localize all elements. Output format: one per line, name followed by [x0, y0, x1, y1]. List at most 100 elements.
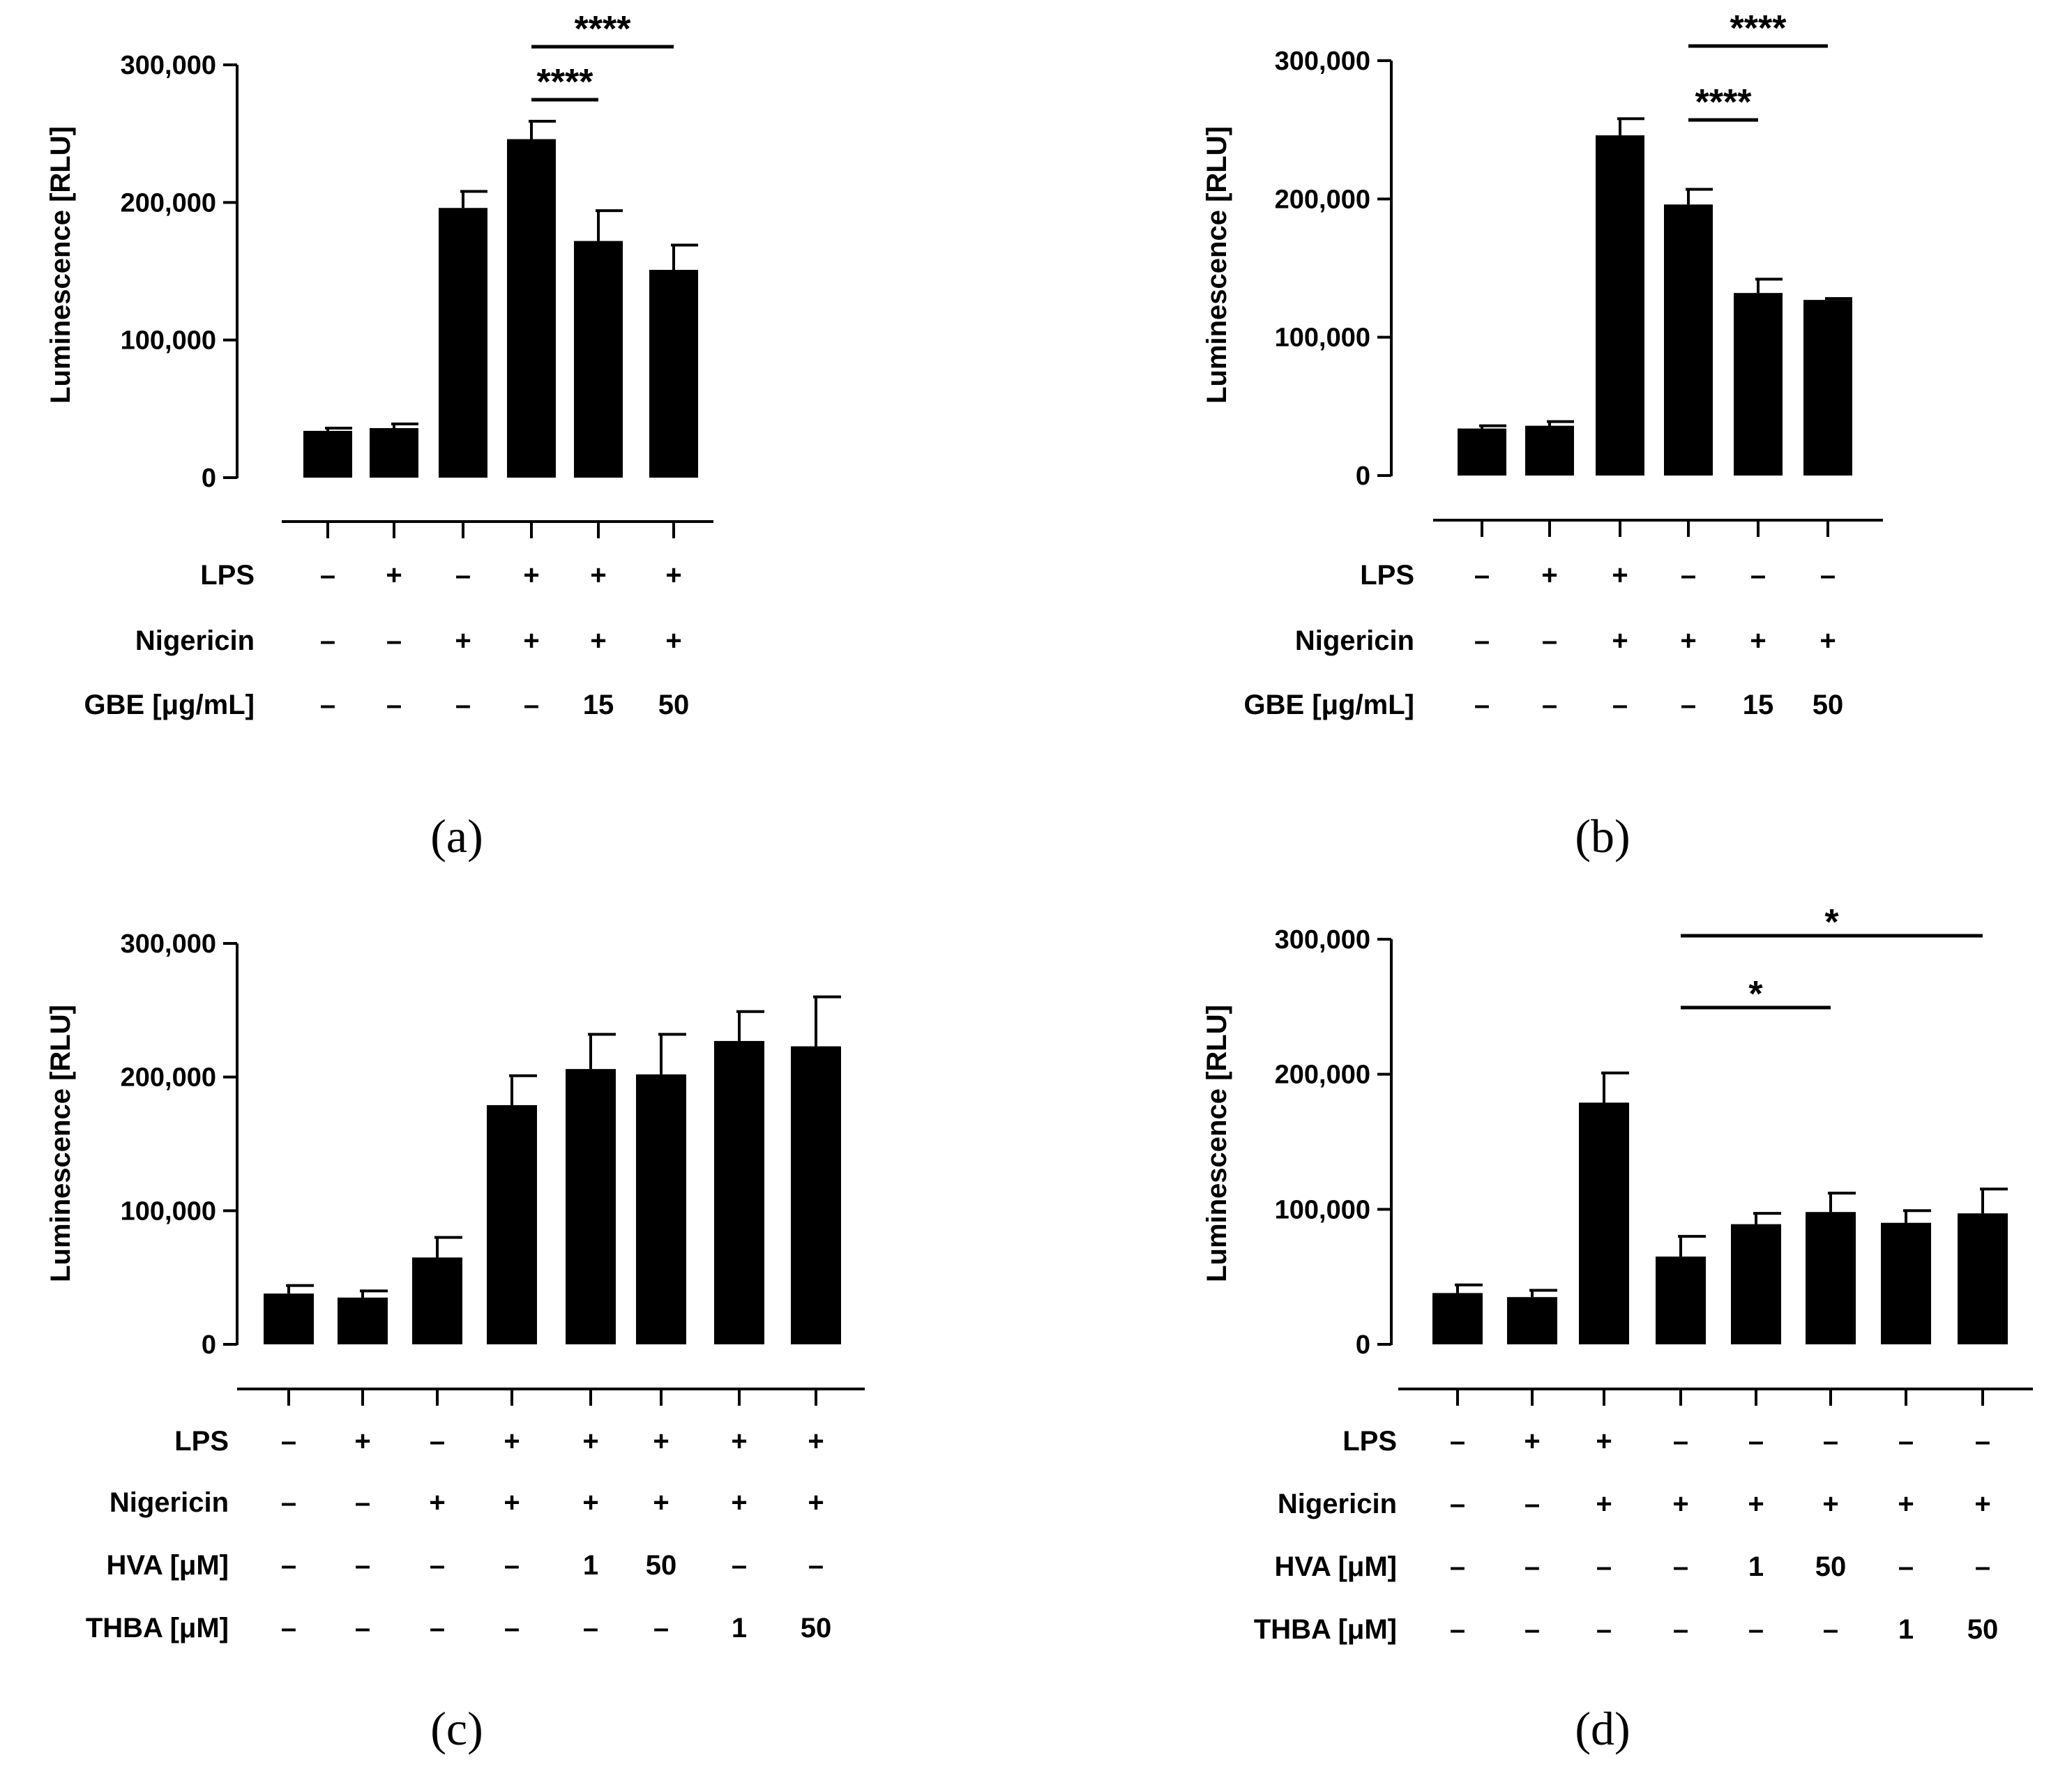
condition-value: +	[504, 1426, 520, 1457]
condition-value: 50	[1967, 1614, 1999, 1645]
condition-value: +	[653, 1426, 669, 1457]
condition-value: +	[1612, 625, 1628, 656]
bar	[714, 1040, 764, 1344]
condition-value: +	[590, 625, 606, 656]
condition-value: –	[430, 1426, 445, 1457]
condition-value: –	[1820, 560, 1836, 591]
condition-value: –	[1898, 1551, 1914, 1582]
condition-value: –	[430, 1550, 445, 1581]
condition-value: –	[320, 690, 335, 720]
condition-value: +	[1541, 560, 1557, 591]
condition-value: –	[386, 690, 402, 720]
y-tick-label: 100,000	[121, 1197, 216, 1226]
condition-value: 1	[732, 1613, 747, 1643]
bar	[338, 1297, 388, 1344]
condition-value: +	[1672, 1489, 1688, 1519]
significance-label: *	[1748, 974, 1763, 1015]
condition-value: +	[653, 1487, 669, 1518]
condition-value: –	[1681, 690, 1696, 720]
condition-value: –	[1524, 1551, 1540, 1582]
bar	[574, 241, 623, 478]
condition-value: –	[524, 690, 539, 720]
bar	[636, 1074, 686, 1344]
y-tick-label: 200,000	[1275, 185, 1370, 214]
condition-value: 1	[1748, 1551, 1764, 1582]
condition-value: +	[590, 560, 606, 591]
bar	[1664, 204, 1713, 476]
condition-value: –	[386, 625, 402, 656]
y-tick-label: 200,000	[121, 1063, 216, 1093]
y-axis-label: Luminescence [RLU]	[45, 126, 76, 404]
condition-value: +	[1750, 625, 1766, 656]
condition-value: +	[523, 560, 539, 591]
condition-value: –	[320, 560, 335, 591]
condition-value: +	[1596, 1426, 1612, 1457]
condition-label: HVA [μM]	[1274, 1551, 1397, 1582]
condition-label: GBE [μg/mL]	[84, 690, 255, 720]
bar	[370, 427, 418, 478]
significance-label: ****	[1730, 8, 1787, 49]
condition-value: –	[1975, 1426, 1990, 1457]
condition-label: LPS	[200, 560, 255, 591]
condition-value: –	[355, 1613, 370, 1643]
bar	[439, 208, 487, 478]
condition-value: –	[1748, 1426, 1764, 1457]
condition-value: –	[1975, 1551, 1990, 1582]
condition-value: 50	[1813, 690, 1844, 720]
condition-value: –	[455, 560, 471, 591]
panel-letter: (d)	[1575, 1702, 1630, 1755]
bar	[1458, 428, 1506, 476]
bar	[1579, 1102, 1629, 1344]
chart-panel-a: 0 100,000 200,000 300,000 Luminescence [RLU]…	[45, 9, 713, 863]
significance-label: *	[1824, 902, 1839, 943]
condition-label: LPS	[1342, 1426, 1397, 1457]
condition-value: –	[1474, 625, 1490, 656]
condition-value: –	[1450, 1551, 1465, 1582]
bar	[487, 1104, 537, 1344]
y-tick-label: 0	[1356, 1330, 1370, 1360]
y-tick-label: 100,000	[1275, 1195, 1370, 1224]
bar	[1958, 1213, 2008, 1344]
bar	[264, 1293, 314, 1344]
condition-value: +	[582, 1487, 598, 1518]
condition-value: –	[1474, 690, 1490, 720]
condition-value: +	[1898, 1489, 1914, 1519]
condition-value: –	[320, 625, 335, 656]
condition-value: +	[1612, 560, 1628, 591]
condition-label: LPS	[1360, 560, 1414, 591]
bar	[1734, 293, 1783, 476]
condition-value: 1	[583, 1550, 598, 1581]
condition-value: +	[429, 1487, 445, 1518]
condition-value: –	[1673, 1426, 1688, 1457]
condition-value: –	[808, 1550, 824, 1581]
condition-value: +	[1822, 1489, 1838, 1519]
bar	[649, 270, 698, 478]
condition-value: –	[1673, 1614, 1688, 1645]
condition-label: THBA [μM]	[1254, 1614, 1397, 1645]
condition-value: 15	[1743, 690, 1774, 720]
y-tick-label: 300,000	[121, 929, 216, 959]
chart-panel-c: 0 100,000 200,000 300,000 Luminescence [RLU]…	[45, 929, 865, 1755]
condition-value: –	[1596, 1614, 1612, 1645]
y-tick-label: 0	[1356, 462, 1370, 491]
condition-value: +	[455, 625, 471, 656]
bar	[791, 1046, 841, 1344]
condition-value: +	[582, 1426, 598, 1457]
bar	[303, 430, 352, 478]
y-axis-label: Luminescence [RLU]	[45, 1005, 76, 1282]
panel-letter: (c)	[430, 1702, 483, 1755]
bar	[566, 1069, 616, 1344]
condition-value: 50	[801, 1613, 832, 1643]
condition-label: HVA [μM]	[106, 1550, 229, 1581]
condition-value: +	[1524, 1426, 1540, 1457]
condition-value: +	[1748, 1489, 1764, 1519]
condition-value: –	[281, 1613, 296, 1643]
condition-value: –	[1596, 1551, 1612, 1582]
condition-value: –	[653, 1613, 669, 1643]
condition-value: +	[731, 1426, 747, 1457]
condition-value: 15	[583, 690, 614, 720]
condition-value: –	[504, 1550, 520, 1581]
condition-value: –	[732, 1550, 747, 1581]
condition-value: –	[1612, 690, 1628, 720]
condition-value: 50	[646, 1550, 677, 1581]
